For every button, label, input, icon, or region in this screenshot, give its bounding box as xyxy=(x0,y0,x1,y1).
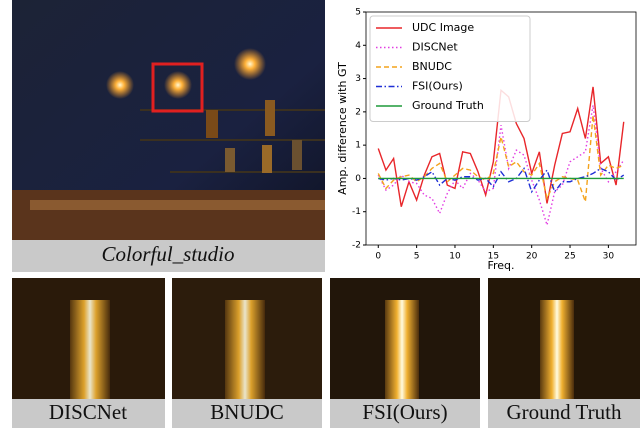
figure: Colorful_studio DISCNet BNUDC FSI(Ours) … xyxy=(0,0,640,428)
crops: DISCNet BNUDC FSI(Ours) Ground Truth xyxy=(12,278,640,428)
y-tick-label: 4 xyxy=(355,41,361,51)
x-tick-label: 0 xyxy=(375,252,381,262)
crop-label: BNUDC xyxy=(210,400,284,424)
y-tick-label: 1 xyxy=(355,141,361,151)
y-tick-label: 2 xyxy=(355,107,361,117)
x-tick-label: 5 xyxy=(414,252,420,262)
legend-label: UDC Image xyxy=(412,21,474,34)
legend-label: BNUDC xyxy=(412,60,452,73)
legend-label: FSI(Ours) xyxy=(412,80,463,93)
x-tick-label: 20 xyxy=(526,252,538,262)
x-tick-label: 25 xyxy=(564,252,575,262)
legend: UDC Image DISCNet BNUDC FSI(Ours) Ground Tru… xyxy=(370,16,530,122)
crop-label: DISCNet xyxy=(49,400,127,424)
y-axis-label: Amp. difference with GT xyxy=(336,62,349,195)
photo-caption: Colorful_studio xyxy=(101,242,234,266)
x-axis-label: Freq. xyxy=(487,259,514,272)
y-tick-label: 3 xyxy=(355,74,361,84)
series-line xyxy=(378,105,623,225)
crop-label: FSI(Ours) xyxy=(362,400,447,424)
crop-label: Ground Truth xyxy=(507,400,622,424)
y-tick-label: -2 xyxy=(352,241,361,251)
y-tick-label: 0 xyxy=(355,174,361,184)
legend-label: DISCNet xyxy=(412,41,458,54)
y-tick-label: -1 xyxy=(352,207,361,217)
scene-photo: Colorful_studio xyxy=(12,0,325,272)
x-tick-label: 30 xyxy=(603,252,615,262)
legend-label: Ground Truth xyxy=(412,99,484,112)
x-tick-label: 10 xyxy=(449,252,461,262)
y-tick-label: 5 xyxy=(355,8,361,18)
